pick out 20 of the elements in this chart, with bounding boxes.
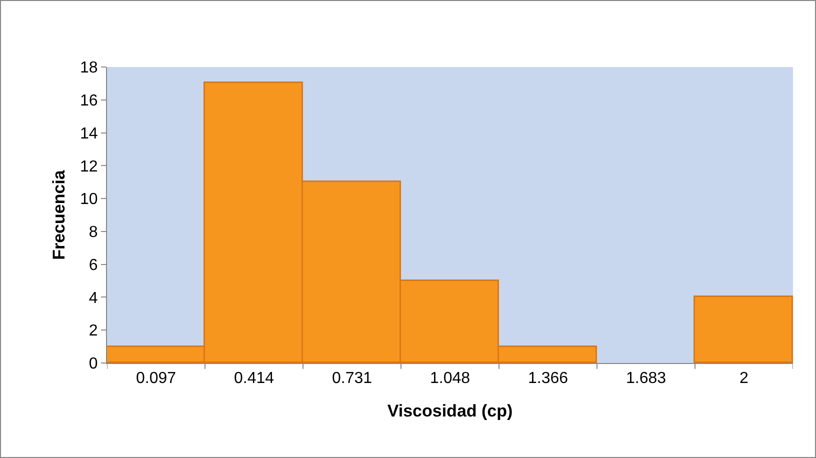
y-tick-label: 4 <box>88 290 98 307</box>
y-tick-label: 12 <box>80 158 98 176</box>
y-tick-label: 14 <box>80 125 98 142</box>
x-tick-label: 0.731 <box>332 370 372 388</box>
y-tick-label: 8 <box>88 224 98 242</box>
x-axis-title: Viscosidad (cp) <box>387 402 513 421</box>
y-tick-label: 16 <box>80 92 98 110</box>
y-tick-label: 10 <box>80 191 98 208</box>
y-tick-label: 0 <box>88 356 98 373</box>
x-tick-label: 1.683 <box>626 370 666 388</box>
y-tick-label: 2 <box>88 322 98 340</box>
y-tick-label: 18 <box>80 60 98 77</box>
bar <box>694 296 793 363</box>
x-tick-label: 1.048 <box>430 370 470 388</box>
x-tick-label: 1.366 <box>528 370 568 388</box>
y-tick-label: 6 <box>88 256 98 274</box>
y-axis-title: Frecuencia <box>50 170 69 260</box>
x-tick-label: 0.097 <box>136 370 176 388</box>
x-tick-label: 0.414 <box>234 370 274 388</box>
x-tick-label: 2 <box>740 370 749 388</box>
